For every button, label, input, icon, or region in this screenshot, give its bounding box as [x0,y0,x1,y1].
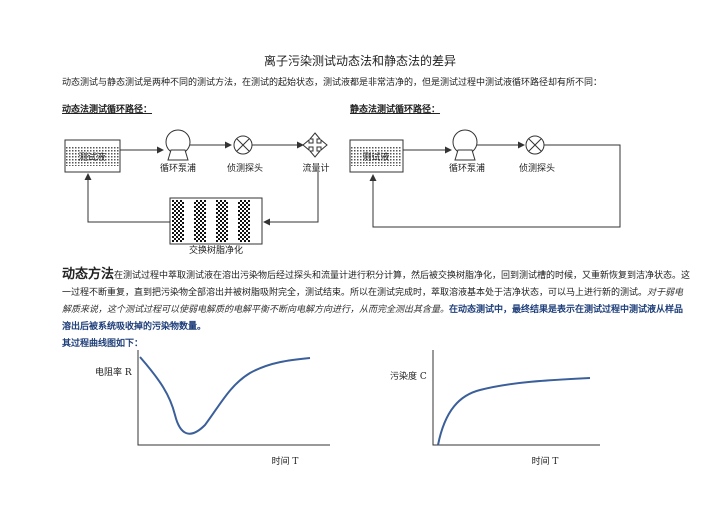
label: 循环泵浦 [160,162,196,174]
static-diagram [349,129,621,228]
axis-label: 时间 T [272,455,299,467]
pipe [84,173,170,223]
curve [437,377,591,446]
title: 离子污染测试动态法和静态法的差异 [263,54,456,68]
bold-text: 在动态测试中，最终结果是表示在测试过程中测试液从样品溶出后被系统吸收掉的污染物数… [62,305,684,332]
pipe [369,144,621,228]
label: 侦测探头 [519,162,555,174]
paragraph: 动态方法在测试过程中萃取测试液在溶出污染物后经过探头和流量计进行积分计算，然后被… [62,266,692,353]
resin-col [238,200,250,242]
diagram-labels: 测试液 循环泵浦 侦测探头 流量计 交换树脂净化 测试液 循环泵浦 侦测探头 [78,151,555,256]
axis-label: 污染度 C [390,370,427,382]
curve [139,356,311,435]
curve-intro: 其过程曲线图如下： [62,339,144,349]
tank [64,139,121,173]
dynamic-diagram [64,129,328,245]
italic-text: 对于弱电解质来说，这个测试过程可以使弱电解质的电解平衡不断向电解方向进行，从而完… [62,288,684,315]
heading: 动态法测试循环路径： [62,105,153,115]
tank-liquid [66,146,119,166]
label: 流量计 [302,162,329,174]
axis-label: 电阻率 R [95,366,132,378]
graph-1 [137,350,330,446]
label: 测试液 [362,151,389,163]
label: 循环泵浦 [449,162,485,174]
label: 交换树脂净化 [189,244,243,256]
tank [349,139,404,173]
axes [432,350,600,446]
section-heading: 动态方法 [62,267,115,282]
heading: 静态法测试循环路径： [350,105,441,115]
pipe [263,172,319,226]
graph-2 [432,350,600,446]
text: 在测试过程中萃取测试液在溶出污染物后经过探头和流量计进行积分计算，然后被交换树脂… [62,271,691,298]
resin-col [194,200,206,242]
pump-base [167,149,189,161]
probe-x [236,138,250,152]
pump-base [454,149,476,161]
flow-meter [302,132,328,158]
label: 侦测探头 [227,162,263,174]
tank-liquid [351,146,402,166]
resin-col [216,200,228,242]
label: 测试液 [78,151,105,163]
axis-label: 时间 T [532,455,559,467]
resin-col [172,200,184,242]
intro: 动态测试与静态测试是两种不同的测试方法，在测试的起始状态，测试液都是非常洁净的，… [62,78,603,88]
probe-x [528,138,542,152]
axes [137,350,330,446]
